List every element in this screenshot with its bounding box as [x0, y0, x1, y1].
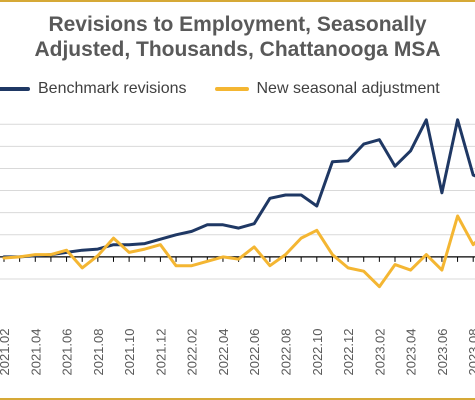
x-tick-label-0: 2021.02 [0, 329, 12, 376]
x-tick-label-3: 2021.08 [91, 329, 106, 376]
chart-title-line-2: Adjusted, Thousands, Chattanooga MSA [34, 38, 441, 61]
x-tick-label-9: 2022.08 [279, 329, 294, 376]
x-tick-label-1: 2021.04 [28, 329, 43, 376]
x-tick-label-5: 2021.12 [153, 329, 168, 376]
legend-entry-seasonal: New seasonal adjustment [214, 80, 440, 98]
x-tick-label-2: 2021.06 [60, 329, 75, 376]
legend-label-benchmark: Benchmark revisions [38, 80, 187, 97]
legend-swatch-seasonal [214, 87, 249, 91]
legend: Benchmark revisions New seasonal adjustm… [0, 78, 440, 100]
x-tick-label-4: 2021.10 [122, 329, 137, 376]
legend-entry-benchmark: Benchmark revisions [0, 80, 187, 98]
x-tick-label-7: 2022.04 [216, 329, 231, 376]
x-tick-label-12: 2023.02 [372, 329, 387, 376]
x-tick-label-11: 2022.12 [341, 329, 356, 376]
x-tick-label-8: 2022.06 [247, 329, 262, 376]
x-tick-label-14: 2023.06 [435, 329, 450, 376]
x-tick-label-13: 2023.04 [404, 329, 419, 376]
series-line-0 [2, 118, 475, 259]
legend-label-seasonal: New seasonal adjustment [256, 80, 440, 97]
x-tick-label-6: 2022.02 [185, 329, 200, 376]
x-tick-label-10: 2022.10 [310, 329, 325, 376]
chart-title: Revisions to Employment, Seasonally Adju… [0, 12, 475, 62]
chart-title-line-1: Revisions to Employment, Seasonally [48, 13, 427, 36]
x-tick-label-15: 2023.08 [466, 329, 475, 376]
series-line-1 [2, 214, 475, 289]
legend-swatch-benchmark [0, 87, 30, 91]
